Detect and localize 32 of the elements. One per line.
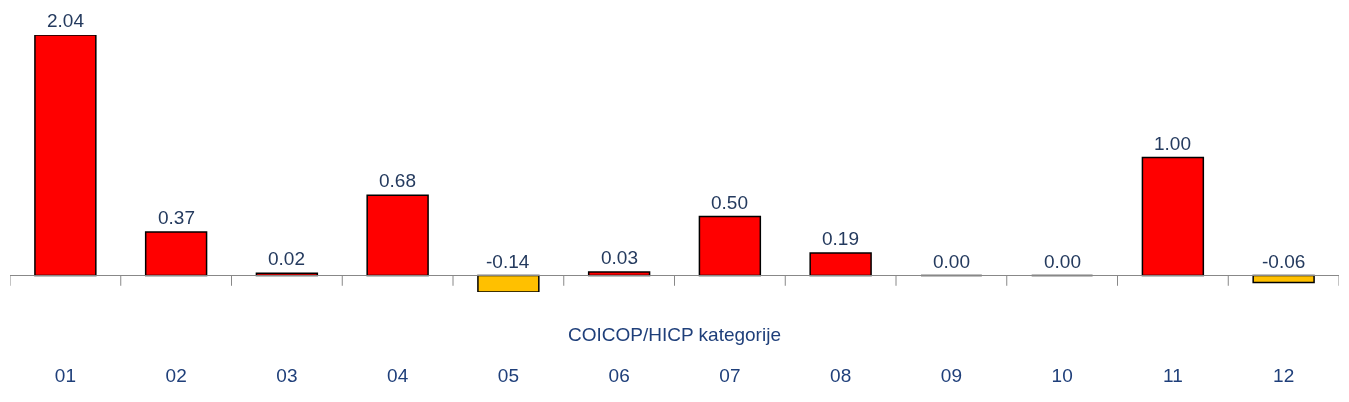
x-tick-label: 03 [276,365,298,386]
data-label: 0.68 [379,170,416,191]
data-label: 0.50 [711,192,748,213]
data-label: 0.19 [822,228,859,249]
x-tick-label: 12 [1273,365,1295,386]
bar [366,194,429,277]
bar [34,35,97,277]
data-label: 0.00 [933,251,970,272]
x-tick-label: 09 [940,365,962,386]
data-label: 1.00 [1154,133,1191,154]
x-tick-label: 05 [497,365,519,386]
data-label: 2.04 [47,10,85,31]
bar [477,274,540,292]
x-tick-label: 08 [830,365,852,386]
data-label: -0.14 [486,251,530,272]
data-label: 0.03 [601,247,638,268]
data-label: 0.37 [158,207,195,228]
bar [809,252,872,277]
bar [144,231,208,277]
x-tick-label: 01 [54,365,76,386]
x-tick-label: 06 [608,365,630,386]
x-axis-title: COICOP/HICP kategorije [568,324,781,345]
x-tick-label: 04 [387,365,409,386]
data-label: -0.06 [1262,251,1306,272]
x-tick-label: 07 [719,365,741,386]
data-label: 0.00 [1044,251,1081,272]
data-label: 0.02 [268,248,305,269]
x-tick-label: 10 [1051,365,1073,386]
bar [1141,156,1205,277]
bar [698,215,762,277]
x-tick-label: 11 [1163,365,1183,386]
x-tick-label: 02 [165,365,187,386]
